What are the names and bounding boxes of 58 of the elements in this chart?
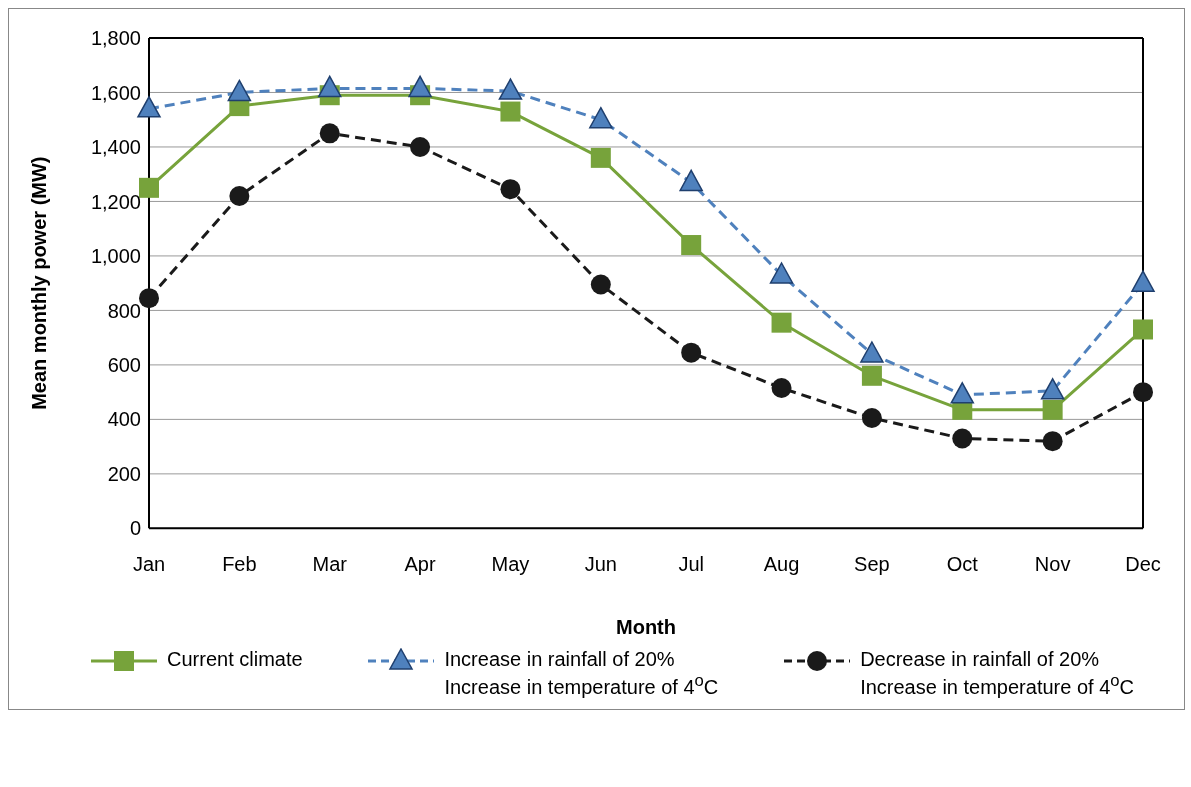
point [410,136,431,157]
x-tick-label: Nov [1034,552,1071,575]
y-tick-label: 200 [107,462,141,485]
point [498,78,523,100]
point [861,408,882,429]
point [139,288,159,309]
x-tick-label: Aug [763,552,800,575]
x-axis-title: Month [616,616,676,639]
point [1131,270,1155,292]
y-tick-label: 600 [107,354,141,376]
point [227,79,252,102]
x-tick-label: Mar [312,552,348,575]
point [860,341,884,363]
x-tick-label: Oct [946,552,979,575]
y-tick-label: 400 [107,408,141,431]
point [861,365,882,386]
x-tick-label: Jul [678,552,704,575]
y-tick-label: 1,200 [90,190,141,213]
x-tick-label: Dec [1125,552,1161,575]
y-axis-title: Mean monthly power (MW) [28,156,51,410]
point [589,106,613,129]
y-tick-label: 1,000 [90,245,141,268]
legend-label: Increase in rainfall of 20% Increase in temperature of 4$^{o}$C [444,648,719,699]
x-tick-label: Jun [584,552,617,575]
y-tick-label: 1,600 [90,81,141,104]
x-tick-label: May [491,552,530,575]
point [229,186,250,206]
point [139,177,159,198]
point [500,179,521,200]
y-tick-label: 1,800 [90,27,141,50]
point [679,169,703,192]
point [771,378,792,399]
point [952,428,973,449]
point [1042,399,1063,420]
y-tick-label: 800 [107,299,141,322]
point [769,262,794,284]
x-tick-label: Sep [854,552,890,575]
point [681,235,702,256]
x-tick-label: Jan [132,552,166,575]
point [500,101,521,122]
point [590,147,611,168]
point [681,342,702,363]
point [1040,378,1065,400]
legend-label: Current climate [167,648,303,672]
point [408,75,432,98]
x-tick-label: Feb [222,552,257,575]
y-tick-label: 1,400 [90,136,141,159]
y-tick-label: 0 [129,517,141,540]
point [1133,382,1153,403]
point [1133,319,1153,340]
point [317,75,342,98]
legend-label: Decrease in rainfall of 20% Increase in temperature of 4$^{o}$C [860,648,1134,699]
point [950,382,975,404]
point [590,274,611,295]
point [1042,431,1063,452]
point [319,123,340,144]
x-tick-label: Apr [404,552,436,575]
point [771,312,792,333]
